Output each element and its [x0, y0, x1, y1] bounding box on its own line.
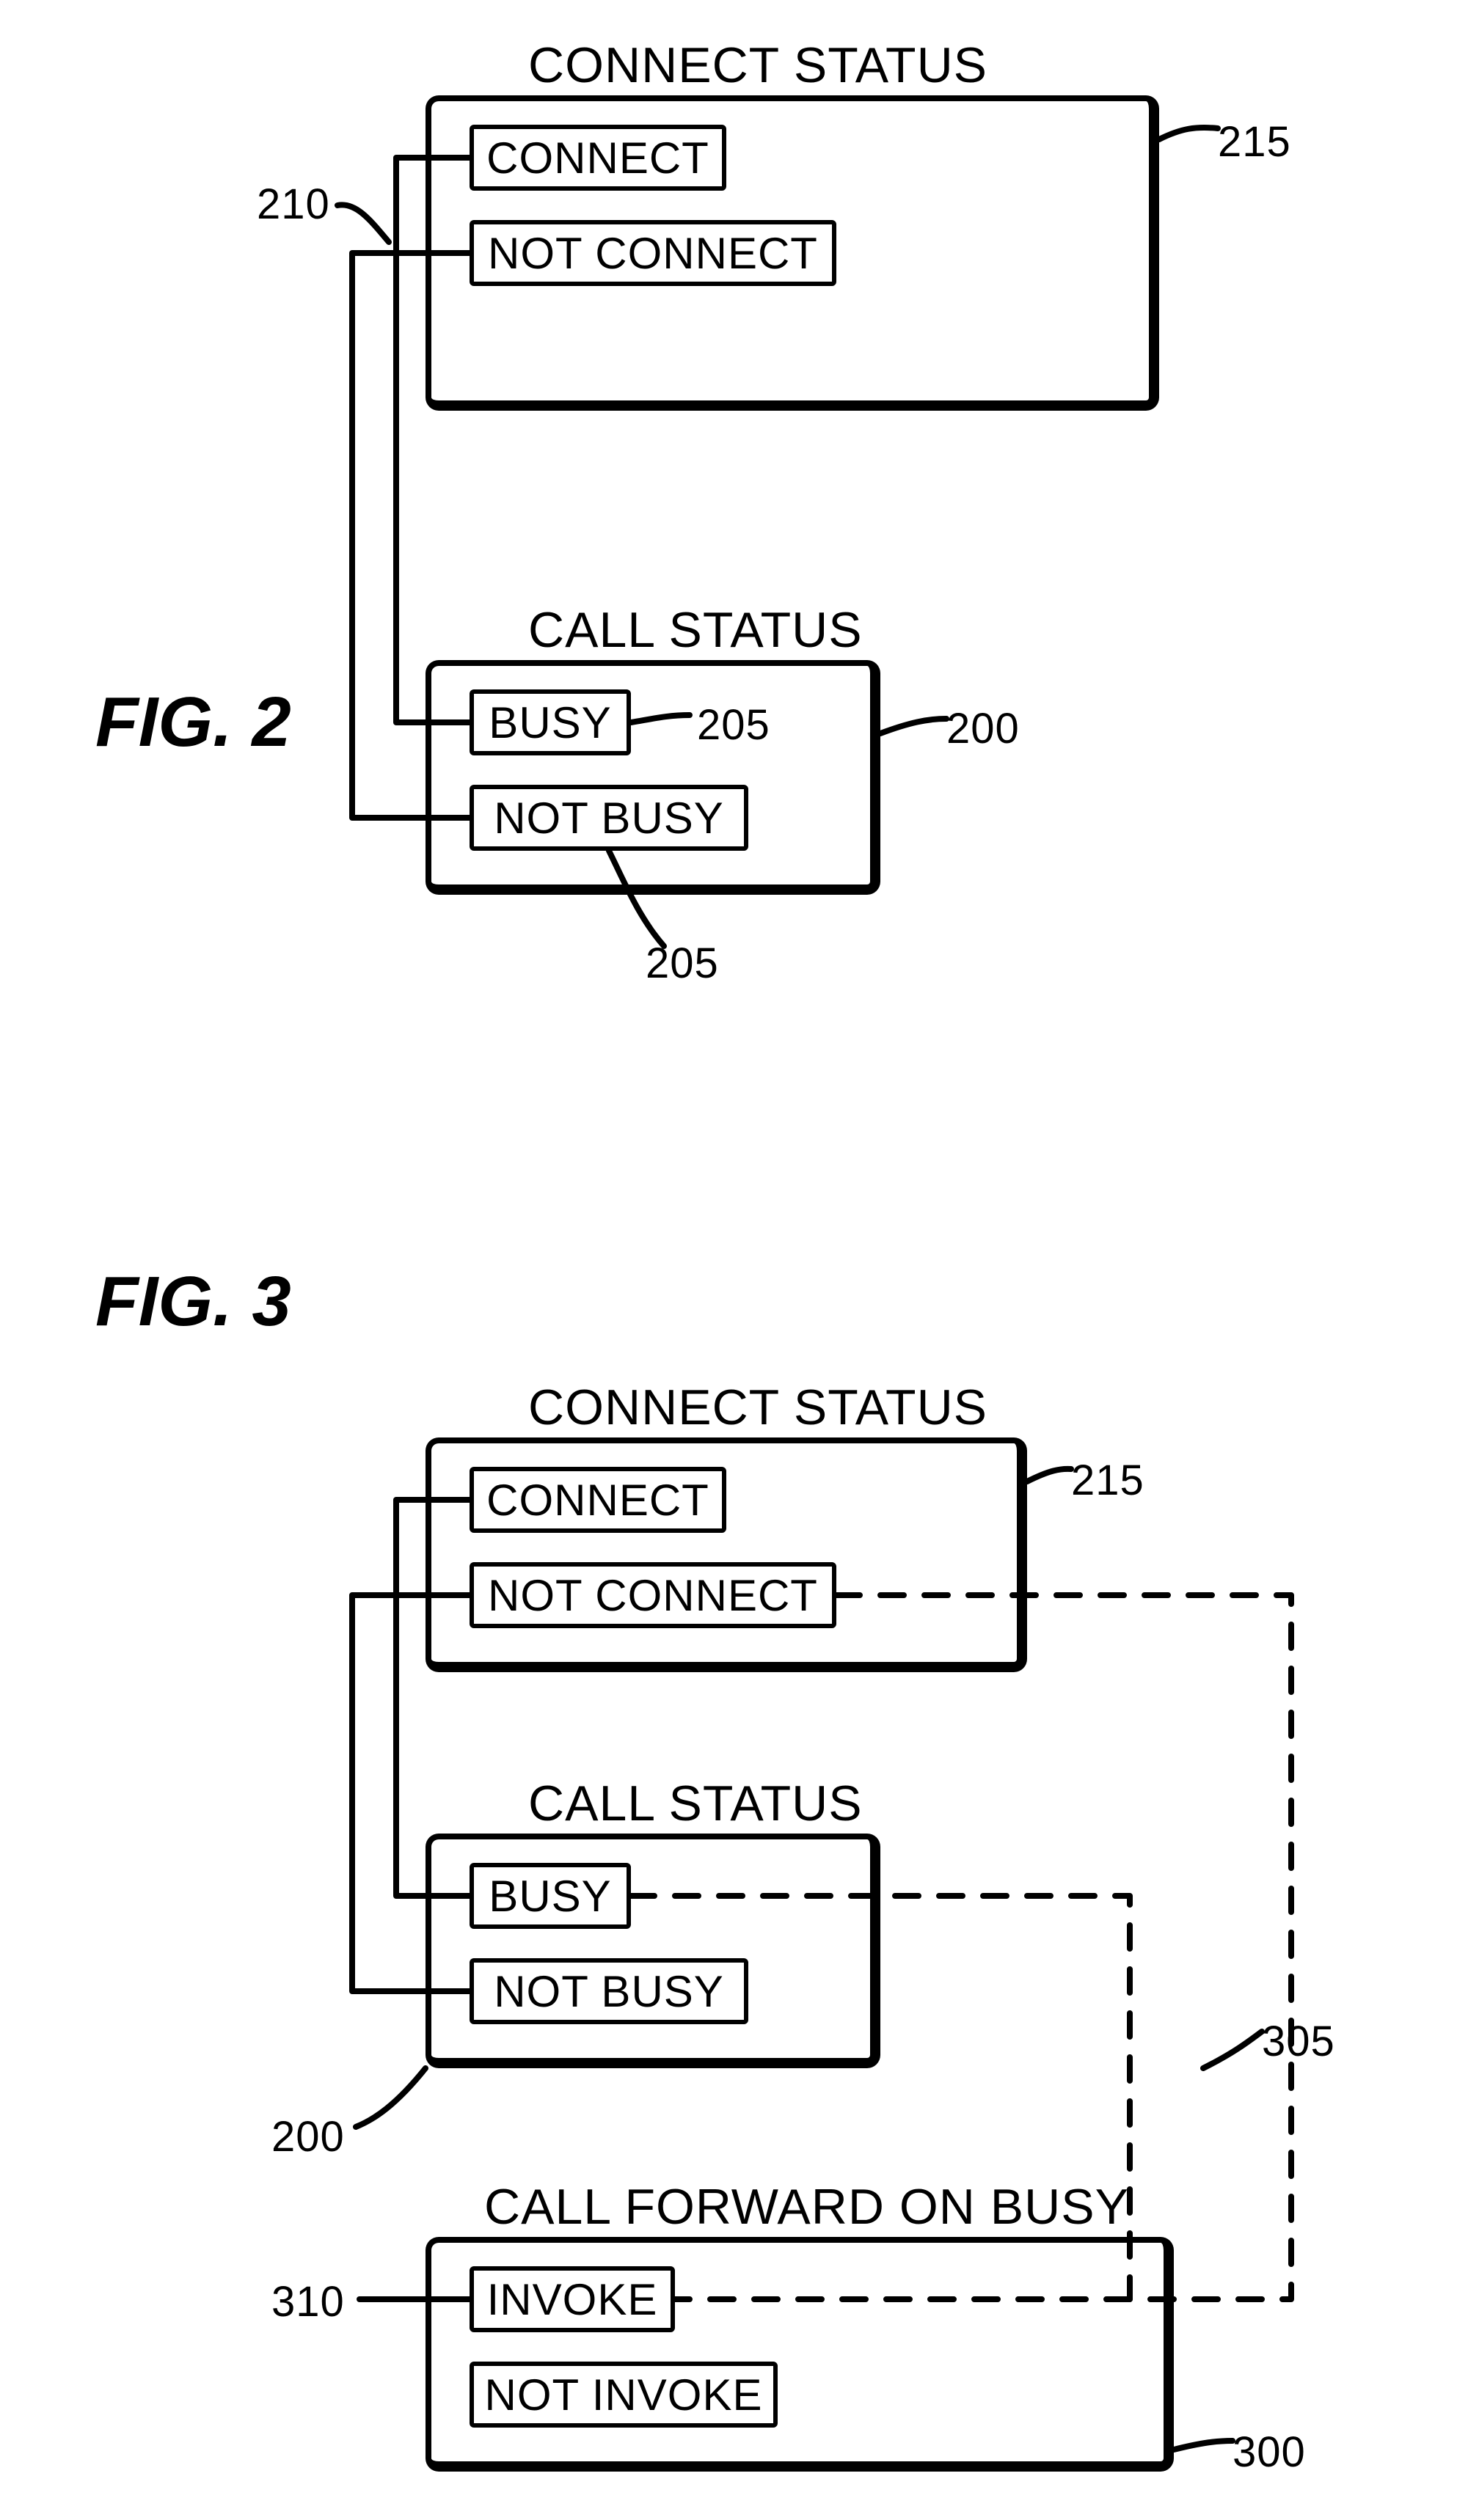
fig3-cfb-title: CALL FORWARD ON BUSY	[484, 2178, 1129, 2235]
fig3-ref-305: 305	[1262, 2017, 1335, 2066]
fig3-label: FIG. 3	[95, 1261, 291, 1342]
fig2-connect-title: CONNECT STATUS	[528, 37, 987, 94]
fig2-call-title: CALL STATUS	[528, 601, 863, 659]
fig2-busy-chip: BUSY	[470, 689, 631, 755]
fig2-ref-200: 200	[946, 704, 1020, 753]
fig2-notconnect-chip: NOT CONNECT	[470, 220, 836, 286]
fig3-notbusy-chip: NOT BUSY	[470, 1958, 748, 2024]
fig2-connect-chip: CONNECT	[470, 125, 726, 191]
fig2-ref-205b: 205	[646, 939, 719, 988]
fig3-ref-200: 200	[271, 2112, 345, 2161]
fig3-ref-310: 310	[271, 2277, 345, 2326]
fig3-connect-chip: CONNECT	[470, 1467, 726, 1533]
fig3-connect-title: CONNECT STATUS	[528, 1379, 987, 1436]
fig3-notconnect-chip: NOT CONNECT	[470, 1562, 836, 1628]
fig3-call-title: CALL STATUS	[528, 1775, 863, 1832]
fig3-invoke-chip: INVOKE	[470, 2266, 675, 2332]
fig2-label: FIG. 2	[95, 682, 291, 763]
fig2-ref-210: 210	[257, 180, 330, 229]
fig3-notinvoke-chip: NOT INVOKE	[470, 2362, 778, 2428]
fig3-ref-300: 300	[1233, 2428, 1306, 2477]
fig2-notbusy-chip: NOT BUSY	[470, 785, 748, 851]
fig3-ref-215: 215	[1071, 1456, 1144, 1505]
fig2-ref-205a: 205	[697, 700, 770, 750]
fig3-busy-chip: BUSY	[470, 1863, 631, 1929]
fig2-ref-215: 215	[1218, 117, 1291, 166]
